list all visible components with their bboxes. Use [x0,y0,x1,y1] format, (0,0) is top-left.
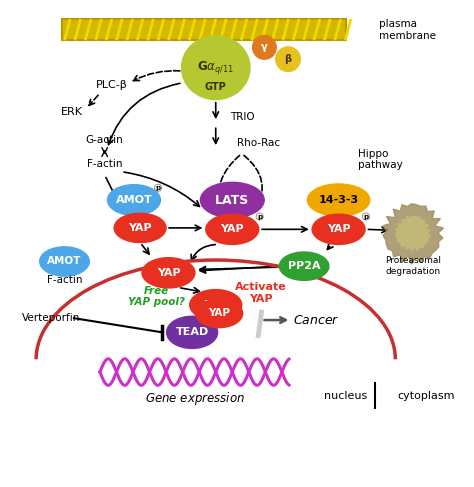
Ellipse shape [114,213,166,243]
Text: F-actin: F-actin [87,159,122,169]
Text: $\it{Cancer}$: $\it{Cancer}$ [293,314,339,327]
Ellipse shape [253,36,276,59]
Text: AMOT: AMOT [116,195,152,205]
Text: YAP: YAP [157,268,180,278]
Ellipse shape [279,252,329,281]
Text: GTP: GTP [205,82,227,92]
Ellipse shape [312,214,365,244]
Text: Proteasomal
degradation: Proteasomal degradation [385,257,441,276]
Text: F-actin: F-actin [47,275,82,285]
Text: Hippo
pathway: Hippo pathway [357,149,402,170]
Text: p: p [364,214,369,220]
Text: G$\alpha_{q/11}$: G$\alpha_{q/11}$ [197,59,234,76]
Text: β: β [284,54,292,64]
Text: Rho-Rac: Rho-Rac [237,138,280,149]
Text: Verteporfin: Verteporfin [22,313,80,323]
Ellipse shape [206,214,259,244]
Text: plasma
membrane: plasma membrane [379,19,436,41]
Text: YAP: YAP [327,225,350,234]
Text: YAP: YAP [204,300,228,310]
Polygon shape [396,216,430,251]
FancyBboxPatch shape [62,19,346,40]
Ellipse shape [308,184,370,216]
Text: G-actin: G-actin [86,135,124,146]
Polygon shape [383,204,444,264]
Text: p: p [155,185,161,191]
Ellipse shape [201,182,264,218]
Ellipse shape [190,290,242,320]
Text: YAP: YAP [208,308,230,318]
Ellipse shape [108,185,160,215]
Text: AMOT: AMOT [47,257,82,266]
Ellipse shape [276,47,301,72]
Text: cytoplasm: cytoplasm [397,391,455,401]
Ellipse shape [195,300,243,328]
Ellipse shape [142,258,195,288]
Text: TRIO: TRIO [230,112,255,122]
Text: p: p [257,214,262,220]
Text: γ: γ [261,42,268,53]
Ellipse shape [166,316,218,348]
Text: Free
YAP pool?: Free YAP pool? [128,286,185,307]
Text: ERK: ERK [61,107,82,117]
Text: Activate
YAP: Activate YAP [235,282,286,304]
Text: $\it{Gene\ expression}$: $\it{Gene\ expression}$ [145,390,245,407]
Text: PLC-β: PLC-β [96,80,128,90]
Text: LATS: LATS [215,193,249,206]
Text: 14-3-3: 14-3-3 [319,195,359,205]
Ellipse shape [182,36,250,99]
Text: TEAD: TEAD [175,327,209,337]
Text: PP2A: PP2A [288,261,320,271]
Ellipse shape [40,247,89,276]
Text: nucleus: nucleus [324,391,367,401]
Text: YAP: YAP [128,223,152,233]
Text: YAP: YAP [220,225,244,234]
